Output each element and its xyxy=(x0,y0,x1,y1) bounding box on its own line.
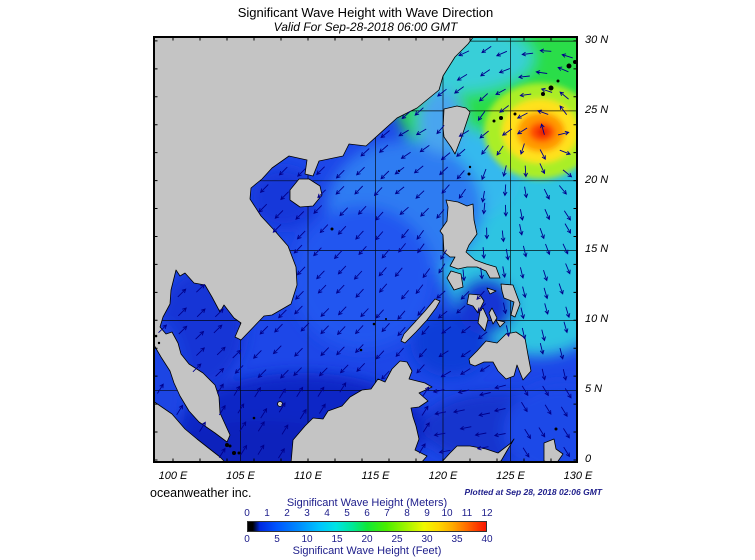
map-frame xyxy=(153,36,578,463)
legend-feet-title: Significant Wave Height (Feet) xyxy=(292,545,442,557)
valid-time-subtitle: Valid For Sep-28-2018 06:00 GMT xyxy=(273,20,458,34)
legend-meters-title: Significant Wave Height (Meters) xyxy=(286,497,448,509)
wave-direction-arrows xyxy=(157,46,573,459)
wave-height-map xyxy=(153,36,578,463)
meters-tick-label: 0 xyxy=(244,508,250,519)
page-title: Significant Wave Height with Wave Direct… xyxy=(237,5,494,20)
meters-tick-label: 2 xyxy=(284,508,290,519)
lon-tick-label: 120 E xyxy=(428,470,458,482)
feet-tick-label: 20 xyxy=(361,534,373,545)
feet-tick-label: 35 xyxy=(451,534,463,545)
plotted-timestamp: Plotted at Sep 28, 2018 02:06 GMT xyxy=(464,487,602,497)
land-layer xyxy=(153,36,577,463)
oceanweather-credit: oceanweather inc. xyxy=(150,486,252,500)
meters-tick-label: 3 xyxy=(304,508,310,519)
feet-tick-label: 0 xyxy=(244,534,250,545)
typhoon-wave-maximum xyxy=(484,83,578,179)
feet-tick-label: 25 xyxy=(391,534,403,545)
lon-tick-label: 125 E xyxy=(496,470,525,482)
feet-tick-label: 5 xyxy=(274,534,280,545)
meters-tick-label: 9 xyxy=(424,508,430,519)
feet-tick-label: 30 xyxy=(421,534,433,545)
feet-tick-label: 10 xyxy=(301,534,313,545)
meters-tick-label: 12 xyxy=(481,508,493,519)
meters-tick-label: 8 xyxy=(404,508,410,519)
meters-tick-label: 7 xyxy=(384,508,390,519)
meters-tick-label: 11 xyxy=(461,508,473,519)
lat-tick-label: 20 N xyxy=(585,173,609,186)
wave-height-colorbar xyxy=(247,521,487,532)
map-layers xyxy=(153,36,578,463)
lat-tick-label: 25 N xyxy=(585,103,609,116)
meters-tick-label: 10 xyxy=(441,508,453,519)
map-plot-area xyxy=(153,36,578,463)
lat-tick-label: 30 N xyxy=(585,34,609,46)
meters-tick-label: 4 xyxy=(324,508,330,519)
lon-tick-label: 130 E xyxy=(563,470,593,482)
meters-tick-label: 6 xyxy=(364,508,370,519)
lat-tick-label: 15 N xyxy=(585,243,609,256)
feet-tick-label: 15 xyxy=(331,534,343,545)
lat-tick-label: 10 N xyxy=(585,313,609,326)
meters-tick-label: 1 xyxy=(264,508,270,519)
meters-tick-label: 5 xyxy=(344,508,350,519)
lon-tick-label: 105 E xyxy=(226,470,255,482)
lon-tick-label: 100 E xyxy=(158,470,188,482)
lon-tick-label: 110 E xyxy=(294,470,322,482)
lat-tick-label: 5 N xyxy=(585,383,603,396)
lon-tick-label: 115 E xyxy=(361,470,390,482)
axis-minor-ticks xyxy=(153,36,578,463)
lat-tick-label: 0 xyxy=(585,452,592,465)
feet-tick-label: 40 xyxy=(481,534,493,545)
